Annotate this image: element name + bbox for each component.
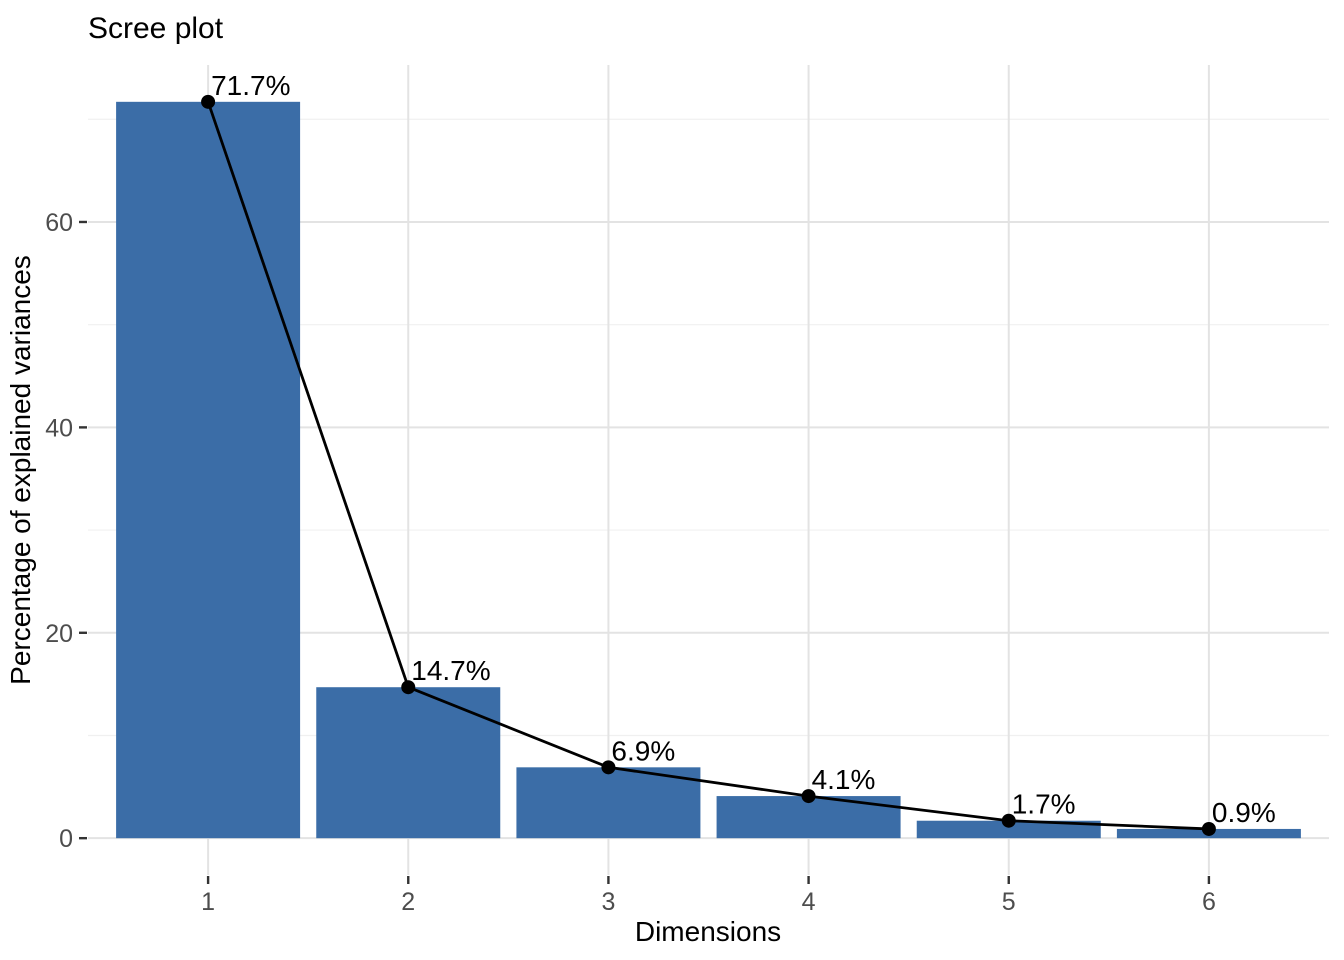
- x-tick-label: 2: [401, 888, 415, 916]
- x-tick-label: 6: [1202, 888, 1216, 916]
- y-tick-label: 0: [59, 825, 73, 853]
- plot-title: Scree plot: [88, 12, 224, 45]
- bars-layer: [116, 101, 1301, 839]
- point-label: 4.1%: [812, 764, 876, 795]
- point-label: 71.7%: [211, 70, 290, 101]
- y-tick-label: 60: [45, 209, 73, 237]
- scree-point-3: [601, 760, 616, 775]
- point-labels-layer: 71.7% 14.7% 6.9% 4.1% 1.7% 0.9%: [211, 70, 1276, 828]
- x-tick-label: 4: [802, 888, 816, 916]
- bar-dimension-5: [916, 820, 1101, 839]
- scree-point-4: [801, 789, 816, 804]
- scree-line: [206, 101, 1209, 831]
- y-tick-label: 20: [45, 620, 73, 648]
- point-label: 0.9%: [1212, 797, 1276, 828]
- y-axis-title: Percentage of explained variances: [5, 255, 36, 685]
- point-label: 6.9%: [611, 735, 675, 766]
- scree-point-5: [1001, 813, 1016, 828]
- x-tick-label: 5: [1002, 888, 1016, 916]
- x-tick-label: 1: [201, 888, 215, 916]
- bar-dimension-1: [116, 101, 301, 839]
- tick-labels-layer: 0 20 40 60 1 2 3 4 5 6: [45, 209, 1216, 916]
- bar-dimension-3: [516, 767, 701, 839]
- x-axis-title: Dimensions: [635, 916, 781, 947]
- scree-point-2: [401, 680, 416, 695]
- scree-point-1: [201, 94, 216, 109]
- scree-point-6: [1201, 821, 1216, 836]
- x-tick-label: 3: [601, 888, 615, 916]
- points-layer: [201, 94, 1216, 836]
- bar-dimension-2: [316, 687, 501, 839]
- point-label: 14.7%: [411, 655, 490, 686]
- line-layer: [206, 101, 1209, 831]
- point-label: 1.7%: [1012, 789, 1076, 820]
- axis-ticks-layer: [79, 220, 1211, 884]
- y-tick-label: 40: [45, 414, 73, 442]
